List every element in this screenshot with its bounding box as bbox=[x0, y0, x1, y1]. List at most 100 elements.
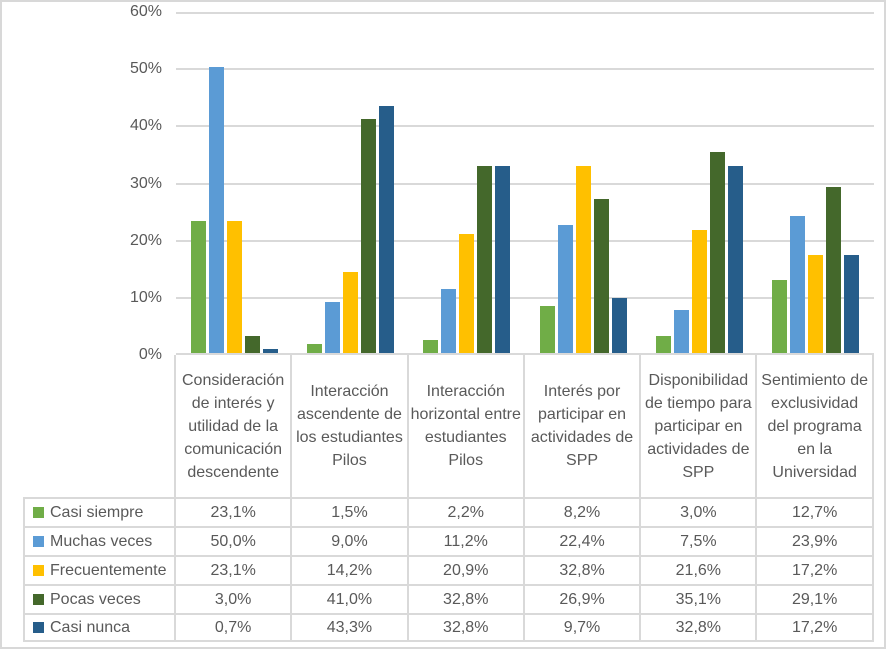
bar-muchas-veces bbox=[208, 67, 224, 353]
legend-cell: Pocas veces bbox=[23, 584, 176, 613]
value-cell: 21,6% bbox=[641, 555, 758, 584]
value-cell: 1,5% bbox=[292, 497, 409, 526]
legend-label: Casi siempre bbox=[50, 503, 144, 521]
bar-pocas-veces bbox=[477, 165, 493, 353]
legend-label: Casi nunca bbox=[50, 618, 131, 636]
bar-casi-nunca bbox=[262, 349, 278, 353]
bar-group bbox=[758, 12, 874, 353]
y-axis-tick-label: 40% bbox=[129, 117, 162, 135]
bar-muchas-veces bbox=[441, 289, 457, 353]
value-cell: 29,1% bbox=[757, 584, 874, 613]
table-corner-cell bbox=[23, 355, 176, 497]
value-cell: 8,2% bbox=[524, 497, 642, 526]
legend-swatch-icon bbox=[33, 536, 44, 547]
y-axis-tick-label: 60% bbox=[129, 3, 162, 20]
value-cell: 14,2% bbox=[292, 555, 409, 584]
value-cell: 3,0% bbox=[641, 497, 758, 526]
category-header-cell: Interés por participar en actividades de… bbox=[525, 355, 642, 497]
legend-swatch-icon bbox=[33, 507, 44, 518]
value-cell: 17,2% bbox=[757, 555, 874, 584]
bar-groups bbox=[176, 12, 874, 353]
y-axis-tick-label: 20% bbox=[129, 231, 162, 249]
value-cell: 35,1% bbox=[641, 584, 758, 613]
bar-pocas-veces bbox=[244, 335, 260, 353]
y-axis-tick-label: 10% bbox=[129, 288, 162, 306]
gridline bbox=[176, 182, 874, 185]
bar-frecuentemente bbox=[575, 165, 591, 353]
bar-casi-nunca bbox=[495, 165, 511, 353]
legend-cell: Casi siempre bbox=[23, 497, 176, 526]
bar-group bbox=[176, 12, 292, 353]
legend-label: Muchas veces bbox=[50, 532, 153, 550]
y-axis-tick-label: 50% bbox=[129, 60, 162, 78]
bar-pocas-veces bbox=[826, 186, 842, 353]
gridline bbox=[176, 12, 874, 14]
bar-group bbox=[641, 12, 757, 353]
legend-label: Frecuentemente bbox=[50, 561, 167, 579]
bar-frecuentemente bbox=[691, 229, 707, 353]
value-cell: 7,5% bbox=[641, 526, 758, 555]
bar-frecuentemente bbox=[226, 220, 242, 353]
value-cell: 12,7% bbox=[757, 497, 874, 526]
gridline bbox=[176, 296, 874, 299]
legend-swatch-icon bbox=[33, 622, 44, 633]
legend-cell: Casi nunca bbox=[23, 613, 176, 642]
legend-swatch-icon bbox=[33, 565, 44, 576]
legend-swatch-icon bbox=[33, 594, 44, 605]
data-table: Consideración de interés y utilidad de l… bbox=[23, 355, 874, 642]
bar-group bbox=[409, 12, 525, 353]
value-cell: 23,1% bbox=[176, 555, 293, 584]
value-cell: 32,8% bbox=[641, 613, 758, 642]
gridline bbox=[176, 125, 874, 128]
bar-muchas-veces bbox=[673, 310, 689, 353]
bar-group bbox=[292, 12, 408, 353]
category-header-cell: Interacción ascendente de los estudiante… bbox=[292, 355, 409, 497]
bar-casi-siempre bbox=[772, 280, 788, 353]
value-cell: 32,8% bbox=[408, 584, 525, 613]
value-cell: 43,3% bbox=[292, 613, 409, 642]
bar-frecuentemente bbox=[808, 254, 824, 353]
bar-casi-nunca bbox=[378, 105, 394, 353]
value-cell: 22,4% bbox=[524, 526, 642, 555]
bar-muchas-veces bbox=[790, 216, 806, 353]
category-header-cell: Sentimiento de exclusividad del programa… bbox=[757, 355, 874, 497]
bar-casi-siempre bbox=[190, 220, 206, 353]
category-header-cell: Consideración de interés y utilidad de l… bbox=[176, 355, 293, 497]
value-cell: 26,9% bbox=[524, 584, 642, 613]
bar-casi-nunca bbox=[844, 254, 860, 353]
bar-frecuentemente bbox=[459, 233, 475, 353]
bar-casi-siempre bbox=[306, 344, 322, 353]
value-cell: 11,2% bbox=[408, 526, 525, 555]
bar-muchas-veces bbox=[557, 224, 573, 353]
value-cell: 0,7% bbox=[176, 613, 293, 642]
value-cell: 9,0% bbox=[292, 526, 409, 555]
bar-casi-siempre bbox=[423, 340, 439, 353]
value-cell: 23,1% bbox=[176, 497, 293, 526]
bar-casi-nunca bbox=[611, 297, 627, 353]
category-header-cell: Disponibilidad de tiempo para participar… bbox=[641, 355, 758, 497]
value-cell: 32,8% bbox=[524, 555, 642, 584]
legend-cell: Frecuentemente bbox=[23, 555, 176, 584]
bar-group bbox=[525, 12, 641, 353]
plot-area bbox=[176, 12, 874, 355]
value-cell: 3,0% bbox=[176, 584, 293, 613]
y-axis-tick-label: 0% bbox=[138, 346, 162, 363]
value-cell: 2,2% bbox=[408, 497, 525, 526]
gridline bbox=[176, 239, 874, 242]
y-axis-tick-label: 30% bbox=[129, 174, 162, 192]
y-axis: 0% 10% 20% 30% 40% 50% 60% bbox=[2, 2, 162, 367]
value-cell: 20,9% bbox=[408, 555, 525, 584]
value-cell: 23,9% bbox=[757, 526, 874, 555]
value-cell: 50,0% bbox=[176, 526, 293, 555]
gridline bbox=[176, 68, 874, 71]
bar-casi-nunca bbox=[727, 165, 743, 353]
bar-casi-siempre bbox=[539, 306, 555, 353]
bar-pocas-veces bbox=[709, 152, 725, 353]
legend-cell: Muchas veces bbox=[23, 526, 176, 555]
category-header-cell: Interacción horizontal entre estudiantes… bbox=[409, 355, 525, 497]
bar-casi-siempre bbox=[655, 335, 671, 353]
value-cell: 17,2% bbox=[757, 613, 874, 642]
bar-pocas-veces bbox=[360, 118, 376, 353]
bar-frecuentemente bbox=[342, 271, 358, 353]
